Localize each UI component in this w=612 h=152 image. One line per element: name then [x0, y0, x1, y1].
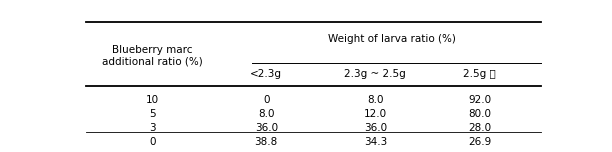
Text: 2.3g ~ 2.5g: 2.3g ~ 2.5g [345, 69, 406, 79]
Text: 34.3: 34.3 [364, 137, 387, 147]
Text: 8.0: 8.0 [367, 95, 384, 105]
Text: 5: 5 [149, 109, 155, 119]
Text: 38.8: 38.8 [255, 137, 278, 147]
Text: 36.0: 36.0 [255, 123, 278, 133]
Text: Blueberry marc
additional ratio (%): Blueberry marc additional ratio (%) [102, 45, 203, 66]
Text: 0: 0 [149, 137, 155, 147]
Text: 2.5g 〈: 2.5g 〈 [463, 69, 496, 79]
Text: 8.0: 8.0 [258, 109, 274, 119]
Text: <2.3g: <2.3g [250, 69, 282, 79]
Text: Weight of larva ratio (%): Weight of larva ratio (%) [328, 34, 456, 44]
Text: 26.9: 26.9 [468, 137, 491, 147]
Text: 80.0: 80.0 [468, 109, 491, 119]
Text: 92.0: 92.0 [468, 95, 491, 105]
Text: 10: 10 [146, 95, 159, 105]
Text: 12.0: 12.0 [364, 109, 387, 119]
Text: 36.0: 36.0 [364, 123, 387, 133]
Text: 0: 0 [263, 95, 269, 105]
Text: 3: 3 [149, 123, 155, 133]
Text: 28.0: 28.0 [468, 123, 491, 133]
